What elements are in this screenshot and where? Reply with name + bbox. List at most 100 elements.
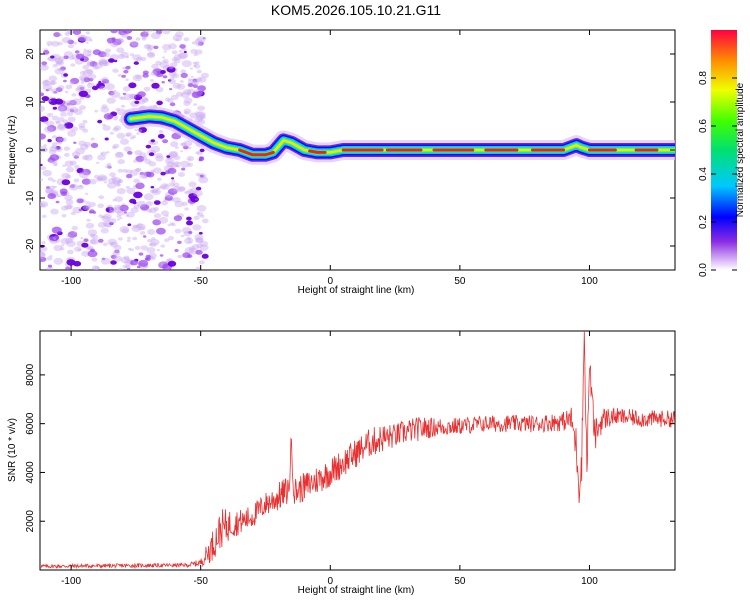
noise-blob	[155, 60, 162, 66]
noise-blob	[87, 250, 98, 258]
noise-blob	[102, 78, 109, 84]
chart-title: KOM5.2026.105.10.21.G11	[271, 2, 441, 18]
noise-blob	[140, 226, 145, 230]
noise-blob	[171, 57, 178, 62]
noise-blob	[188, 246, 196, 251]
noise-blob	[161, 210, 169, 216]
noise-blob	[118, 96, 124, 100]
noise-blob	[55, 136, 63, 142]
noise-blob	[56, 137, 63, 142]
noise-blob	[182, 89, 192, 95]
noise-blob	[194, 116, 203, 123]
noise-blob	[194, 111, 203, 117]
noise-blob	[169, 150, 179, 157]
noise-blob	[181, 201, 188, 206]
snr-x-tick-label: -100	[61, 576, 81, 587]
noise-blob	[98, 58, 108, 65]
noise-blob	[47, 139, 52, 143]
noise-blob	[54, 57, 64, 65]
noise-blob	[170, 162, 178, 168]
noise-blob	[81, 178, 91, 185]
noise-blob	[150, 239, 160, 246]
noise-blob	[100, 152, 104, 155]
noise-blob	[40, 105, 45, 112]
noise-blob	[183, 50, 187, 54]
noise-blob	[64, 194, 73, 201]
noise-blob	[129, 53, 135, 57]
noise-blob	[190, 75, 194, 78]
noise-blob	[63, 122, 74, 129]
noise-blob	[41, 214, 47, 219]
noise-blob	[96, 161, 100, 164]
noise-blob	[98, 195, 105, 200]
noise-blob	[55, 87, 63, 92]
noise-blob	[146, 45, 151, 49]
noise-blob	[194, 38, 203, 44]
noise-blob	[138, 252, 144, 256]
noise-blob	[65, 84, 73, 90]
noise-blob	[104, 181, 108, 184]
noise-blob	[45, 89, 50, 92]
noise-blob	[122, 30, 133, 34]
noise-blob	[159, 186, 162, 189]
noise-blob	[172, 197, 181, 203]
noise-blob	[116, 132, 126, 139]
noise-blob	[183, 37, 190, 42]
noise-blob	[150, 32, 161, 40]
noise-blob	[162, 75, 168, 79]
noise-blob	[195, 172, 201, 177]
noise-blob	[91, 257, 98, 262]
noise-blob	[167, 258, 172, 262]
noise-blob	[122, 86, 131, 92]
noise-blob	[52, 135, 57, 139]
noise-blob	[146, 247, 156, 254]
noise-blob	[106, 37, 115, 44]
noise-blob	[131, 41, 139, 47]
noise-blob	[70, 77, 80, 85]
noise-blob	[148, 207, 157, 214]
noise-blob	[45, 79, 49, 82]
noise-blob	[110, 254, 117, 259]
noise-blob	[88, 178, 97, 185]
noise-blob	[52, 106, 58, 110]
noise-blob	[196, 69, 202, 74]
noise-blob	[170, 141, 179, 148]
noise-blob	[63, 55, 69, 60]
noise-blob	[148, 30, 154, 32]
noise-blob	[194, 64, 201, 69]
noise-blob	[156, 187, 160, 190]
noise-blob	[103, 113, 114, 120]
noise-blob	[165, 214, 169, 218]
noise-blob	[197, 212, 201, 215]
noise-blob	[61, 205, 69, 211]
noise-blob	[80, 76, 91, 83]
noise-blob	[174, 200, 184, 208]
noise-blob	[73, 178, 80, 183]
noise-blob	[85, 31, 90, 35]
noise-blob	[110, 241, 115, 245]
noise-blob	[110, 30, 118, 34]
noise-blob	[106, 151, 110, 154]
noise-blob	[195, 266, 202, 270]
noise-blob	[170, 62, 178, 68]
noise-blob	[51, 142, 58, 146]
noise-blob	[105, 206, 115, 213]
noise-blob	[199, 260, 205, 265]
noise-blob	[117, 183, 121, 187]
noise-blob	[194, 198, 198, 201]
noise-blob	[107, 182, 117, 189]
noise-blob	[150, 71, 158, 76]
noise-blob	[200, 174, 204, 178]
noise-blob	[136, 200, 147, 208]
noise-blob	[118, 268, 123, 270]
noise-blob	[120, 51, 129, 58]
noise-blob	[146, 208, 153, 213]
noise-blob	[87, 246, 92, 250]
heatmap-y-tick-label: 20	[25, 48, 36, 60]
noise-blob	[113, 179, 121, 185]
noise-blob	[97, 154, 106, 161]
noise-blob	[196, 243, 203, 249]
noise-blob	[167, 188, 178, 195]
noise-blob	[96, 176, 104, 181]
noise-blob	[192, 61, 197, 65]
